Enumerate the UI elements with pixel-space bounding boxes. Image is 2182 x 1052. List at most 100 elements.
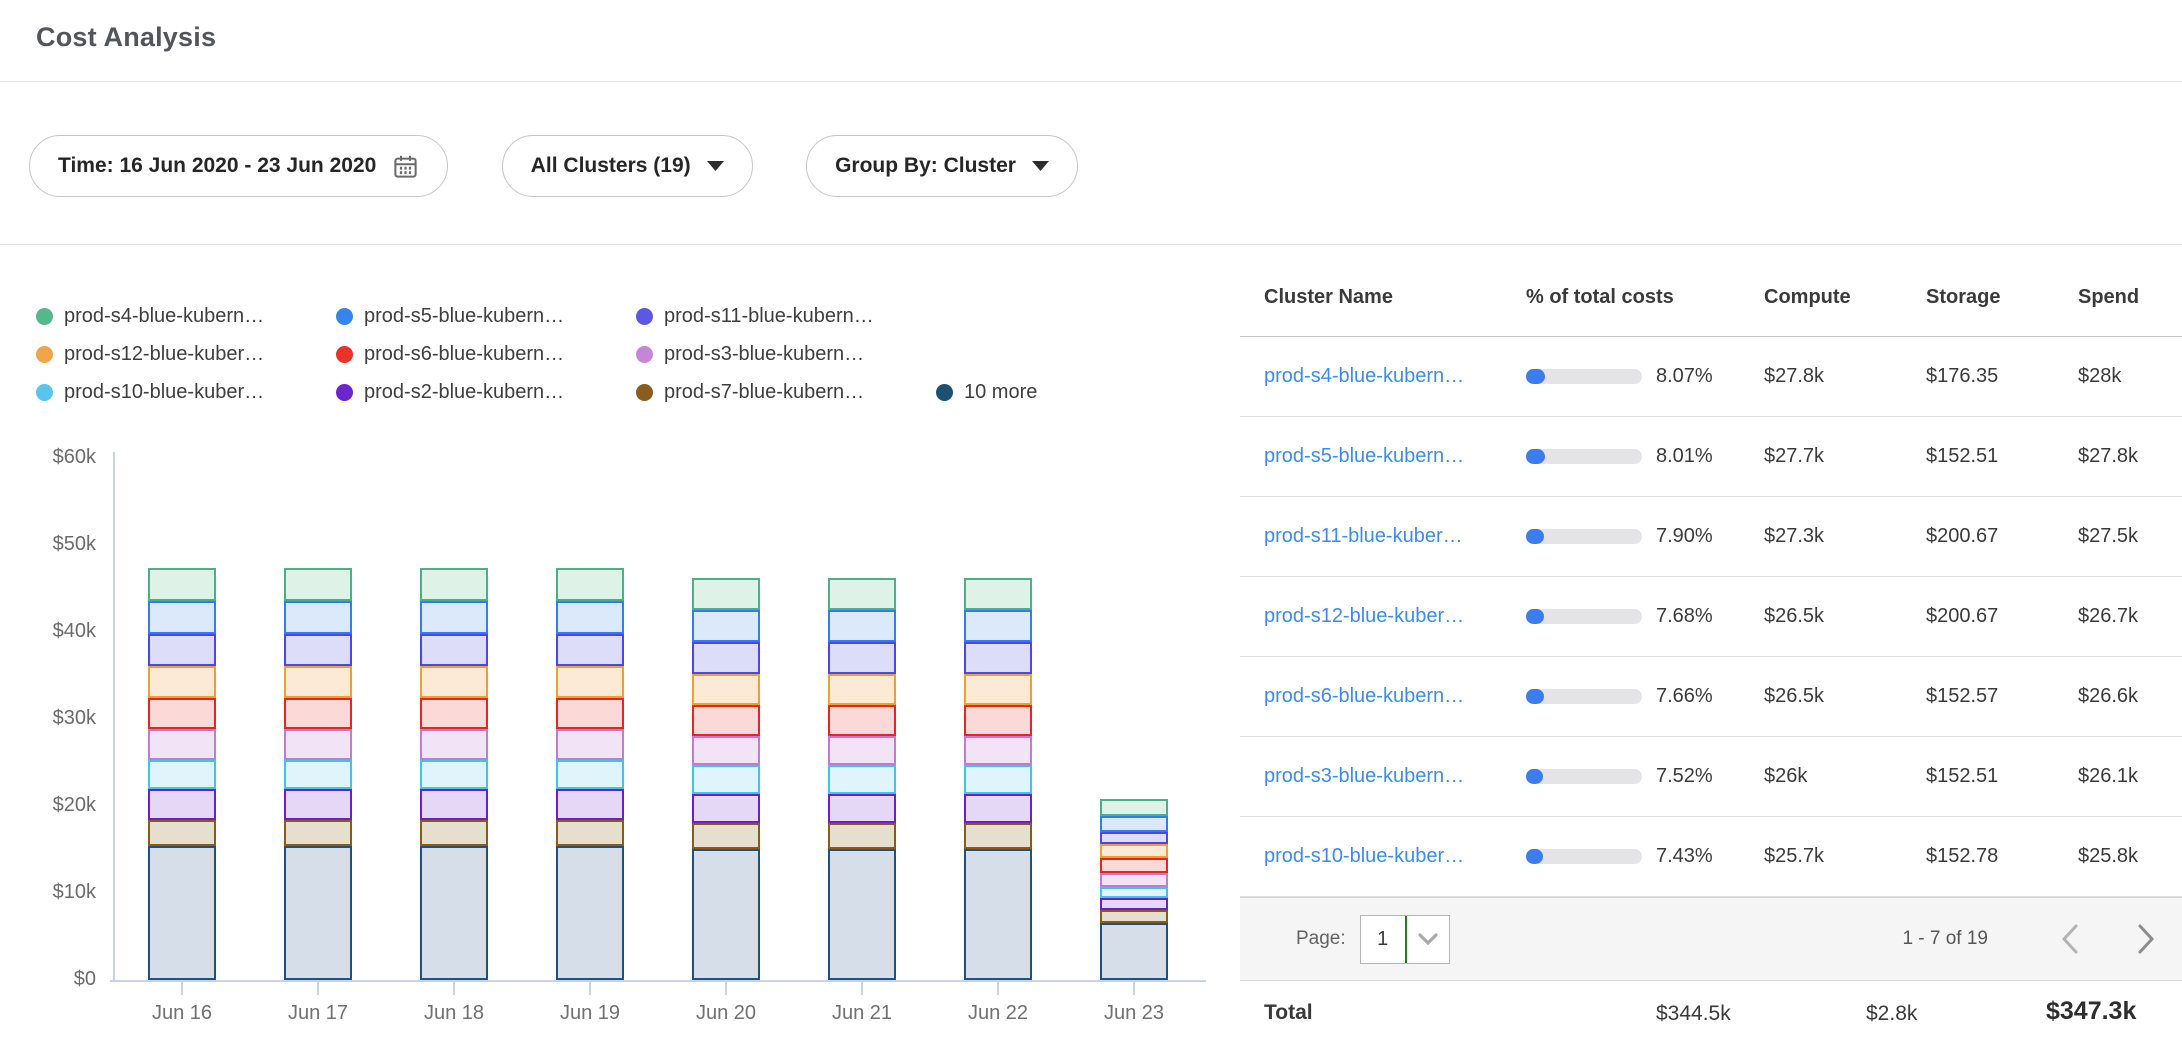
legend-item[interactable]: prod-s6-blue-kubern… bbox=[336, 343, 636, 366]
bar-segment-prod-s2-blue-kubern[interactable] bbox=[148, 789, 216, 819]
legend-item[interactable]: prod-s7-blue-kubern… bbox=[636, 381, 936, 404]
legend-item[interactable]: prod-s3-blue-kubern… bbox=[636, 343, 936, 366]
bar-segment-prod-s11-blue-kubern[interactable] bbox=[284, 634, 352, 666]
legend-item[interactable]: prod-s2-blue-kubern… bbox=[336, 381, 636, 404]
bar-segment-prod-s3-blue-kubern[interactable] bbox=[556, 729, 624, 759]
bar-segment-prod-s6-blue-kubern[interactable] bbox=[148, 698, 216, 729]
bar-segment-prod-s11-blue-kubern[interactable] bbox=[420, 634, 488, 666]
bar-segment-prod-s4-blue-kubern[interactable] bbox=[828, 578, 896, 610]
bar-segment-prod-s6-blue-kubern[interactable] bbox=[556, 698, 624, 729]
bar-segment-prod-s5-blue-kubern[interactable] bbox=[828, 610, 896, 642]
bar-segment-prod-s5-blue-kubern[interactable] bbox=[284, 601, 352, 634]
bar-segment-prod-s11-blue-kubern[interactable] bbox=[556, 634, 624, 666]
bar-segment-prod-s12-blue-kuber[interactable] bbox=[828, 674, 896, 705]
bar-segment-prod-s7-blue-kubern[interactable] bbox=[556, 820, 624, 846]
bar-segment-prod-s4-blue-kubern[interactable] bbox=[420, 568, 488, 601]
bar-segment-prod-s10-blue-kuber[interactable] bbox=[692, 765, 760, 794]
legend-item[interactable]: prod-s4-blue-kubern… bbox=[36, 305, 336, 328]
bar-segment-prod-s10-blue-kuber[interactable] bbox=[828, 765, 896, 794]
bar-segment-prod-s3-blue-kubern[interactable] bbox=[1100, 873, 1168, 887]
cluster-name-link[interactable]: prod-s6-blue-kubern… bbox=[1264, 685, 1526, 708]
bar-segment-prod-s11-blue-kubern[interactable] bbox=[692, 642, 760, 673]
bar-segment-prod-s5-blue-kubern[interactable] bbox=[1100, 816, 1168, 833]
bar-segment-prod-s3-blue-kubern[interactable] bbox=[964, 736, 1032, 766]
bar-segment-prod-s7-blue-kubern[interactable] bbox=[828, 823, 896, 848]
bar-segment-prod-s4-blue-kubern[interactable] bbox=[692, 578, 760, 610]
cluster-name-link[interactable]: prod-s10-blue-kuber… bbox=[1264, 845, 1526, 868]
bar-segment-prod-s10-blue-kuber[interactable] bbox=[284, 760, 352, 790]
cluster-name-link[interactable]: prod-s5-blue-kubern… bbox=[1264, 445, 1526, 468]
bar-segment-10-more[interactable] bbox=[556, 846, 624, 980]
next-page-button[interactable] bbox=[2136, 923, 2156, 955]
cluster-name-link[interactable]: prod-s11-blue-kuber… bbox=[1264, 525, 1526, 548]
bar-segment-prod-s4-blue-kubern[interactable] bbox=[556, 568, 624, 601]
legend-item[interactable]: prod-s11-blue-kubern… bbox=[636, 305, 936, 328]
bar-segment-prod-s10-blue-kuber[interactable] bbox=[556, 760, 624, 790]
bar-segment-prod-s2-blue-kubern[interactable] bbox=[1100, 898, 1168, 910]
bar-segment-prod-s2-blue-kubern[interactable] bbox=[692, 794, 760, 824]
cluster-name-link[interactable]: prod-s12-blue-kuber… bbox=[1264, 605, 1526, 628]
bar-segment-prod-s4-blue-kubern[interactable] bbox=[1100, 799, 1168, 816]
bar-segment-prod-s3-blue-kubern[interactable] bbox=[284, 729, 352, 759]
legend-item[interactable]: prod-s5-blue-kubern… bbox=[336, 305, 636, 328]
prev-page-button[interactable] bbox=[2060, 923, 2080, 955]
bar-segment-prod-s6-blue-kubern[interactable] bbox=[284, 698, 352, 729]
legend-item[interactable]: prod-s12-blue-kuber… bbox=[36, 343, 336, 366]
bar-segment-prod-s2-blue-kubern[interactable] bbox=[420, 789, 488, 819]
cluster-name-link[interactable]: prod-s3-blue-kubern… bbox=[1264, 765, 1526, 788]
bar-segment-prod-s3-blue-kubern[interactable] bbox=[420, 729, 488, 759]
bar-segment-prod-s3-blue-kubern[interactable] bbox=[828, 736, 896, 766]
bar-segment-prod-s6-blue-kubern[interactable] bbox=[828, 705, 896, 735]
bar-segment-prod-s11-blue-kubern[interactable] bbox=[148, 634, 216, 666]
bar-segment-prod-s5-blue-kubern[interactable] bbox=[964, 610, 1032, 642]
bar-segment-prod-s6-blue-kubern[interactable] bbox=[420, 698, 488, 729]
bar-segment-10-more[interactable] bbox=[828, 849, 896, 980]
bar-segment-prod-s12-blue-kuber[interactable] bbox=[420, 666, 488, 698]
bar-segment-10-more[interactable] bbox=[964, 849, 1032, 980]
bar-segment-10-more[interactable] bbox=[148, 846, 216, 980]
bar-segment-prod-s5-blue-kubern[interactable] bbox=[692, 610, 760, 642]
group-by-filter[interactable]: Group By: Cluster bbox=[806, 135, 1078, 197]
bar-segment-prod-s3-blue-kubern[interactable] bbox=[692, 736, 760, 766]
legend-item[interactable]: 10 more bbox=[936, 381, 1037, 404]
bar-segment-prod-s6-blue-kubern[interactable] bbox=[1100, 858, 1168, 873]
bar-segment-prod-s2-blue-kubern[interactable] bbox=[964, 794, 1032, 824]
cluster-name-link[interactable]: prod-s4-blue-kubern… bbox=[1264, 365, 1526, 388]
bar-segment-prod-s12-blue-kuber[interactable] bbox=[284, 666, 352, 698]
bar-segment-prod-s11-blue-kubern[interactable] bbox=[828, 642, 896, 673]
bar-segment-prod-s5-blue-kubern[interactable] bbox=[420, 601, 488, 634]
bar-segment-prod-s12-blue-kuber[interactable] bbox=[1100, 844, 1168, 858]
bar-segment-prod-s6-blue-kubern[interactable] bbox=[964, 705, 1032, 735]
bar-segment-prod-s7-blue-kubern[interactable] bbox=[964, 823, 1032, 848]
bar-segment-prod-s7-blue-kubern[interactable] bbox=[1100, 910, 1168, 923]
bar-segment-10-more[interactable] bbox=[284, 846, 352, 980]
bar-segment-prod-s7-blue-kubern[interactable] bbox=[148, 820, 216, 846]
bar-segment-prod-s4-blue-kubern[interactable] bbox=[284, 568, 352, 601]
bar-segment-prod-s4-blue-kubern[interactable] bbox=[148, 568, 216, 601]
bar-segment-prod-s12-blue-kuber[interactable] bbox=[692, 674, 760, 705]
bar-segment-prod-s11-blue-kubern[interactable] bbox=[964, 642, 1032, 673]
bar-segment-prod-s12-blue-kuber[interactable] bbox=[964, 674, 1032, 705]
bar-segment-prod-s12-blue-kuber[interactable] bbox=[556, 666, 624, 698]
bar-segment-prod-s11-blue-kubern[interactable] bbox=[1100, 832, 1168, 844]
bar-segment-prod-s10-blue-kuber[interactable] bbox=[1100, 887, 1168, 898]
legend-item[interactable]: prod-s10-blue-kuber… bbox=[36, 381, 336, 404]
bar-segment-prod-s5-blue-kubern[interactable] bbox=[148, 601, 216, 634]
bar-segment-prod-s7-blue-kubern[interactable] bbox=[692, 823, 760, 848]
time-range-filter[interactable]: Time: 16 Jun 2020 - 23 Jun 2020 bbox=[29, 135, 448, 197]
bar-segment-prod-s2-blue-kubern[interactable] bbox=[828, 794, 896, 824]
bar-segment-prod-s2-blue-kubern[interactable] bbox=[556, 789, 624, 819]
bar-segment-prod-s10-blue-kuber[interactable] bbox=[420, 760, 488, 790]
bar-segment-prod-s4-blue-kubern[interactable] bbox=[964, 578, 1032, 610]
bar-segment-prod-s3-blue-kubern[interactable] bbox=[148, 729, 216, 759]
bar-segment-prod-s10-blue-kuber[interactable] bbox=[148, 760, 216, 790]
bar-segment-prod-s10-blue-kuber[interactable] bbox=[964, 765, 1032, 794]
bar-segment-prod-s12-blue-kuber[interactable] bbox=[148, 666, 216, 698]
bar-segment-prod-s6-blue-kubern[interactable] bbox=[692, 705, 760, 735]
bar-segment-prod-s5-blue-kubern[interactable] bbox=[556, 601, 624, 634]
page-select[interactable]: 1 bbox=[1360, 915, 1450, 964]
bar-segment-10-more[interactable] bbox=[692, 849, 760, 980]
bar-segment-prod-s7-blue-kubern[interactable] bbox=[284, 820, 352, 846]
bar-segment-10-more[interactable] bbox=[420, 846, 488, 980]
bar-segment-prod-s7-blue-kubern[interactable] bbox=[420, 820, 488, 846]
